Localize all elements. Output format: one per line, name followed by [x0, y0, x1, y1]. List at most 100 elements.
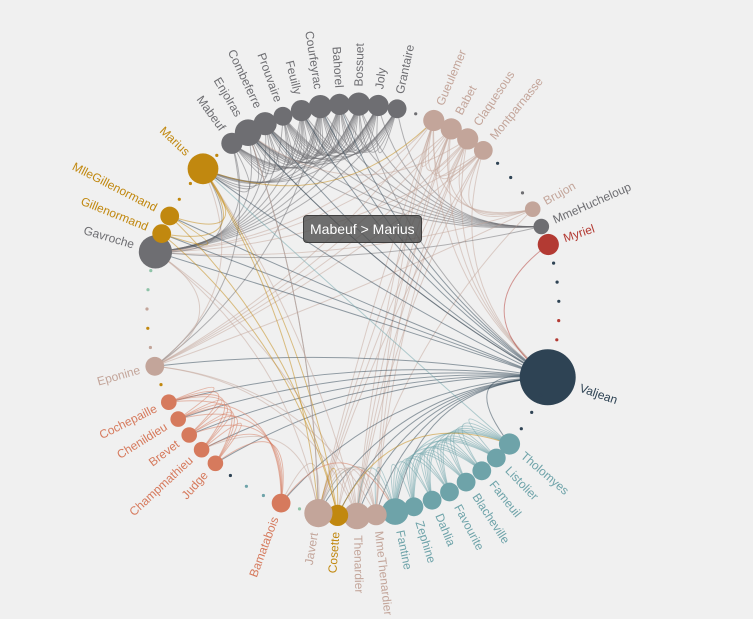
link-Babet-Javert	[317, 128, 452, 514]
links-group	[154, 103, 549, 517]
link-Montparnasse-Eponine	[154, 150, 484, 367]
node-thenardier[interactable]	[343, 502, 371, 530]
node-gueulemer[interactable]	[423, 109, 445, 132]
node-minor-29[interactable]	[530, 410, 534, 414]
node-montparnasse[interactable]	[473, 141, 493, 160]
node-minor-28[interactable]	[538, 393, 543, 397]
node-minor-66[interactable]	[215, 153, 219, 157]
node-brevet[interactable]	[181, 427, 197, 443]
link-Tholomyes-Fantine	[394, 431, 510, 512]
node-eponine[interactable]	[145, 356, 165, 376]
link-Valjean-MlleGillenormand	[169, 215, 548, 378]
link-Bamatabois-Champmathieu	[201, 433, 283, 504]
link-Valjean-Judge	[215, 376, 548, 464]
node-gillenormand[interactable]	[152, 224, 172, 244]
node-minor-46[interactable]	[244, 484, 248, 488]
link-Fameuil-Zephine	[412, 446, 483, 507]
node-minor-21[interactable]	[552, 261, 556, 265]
node-dahlia[interactable]	[422, 490, 442, 510]
node-minor-55[interactable]	[148, 345, 152, 350]
node-tholomyes[interactable]	[498, 433, 521, 455]
node-marius[interactable]	[187, 153, 219, 185]
node-minor-58[interactable]	[146, 288, 150, 292]
node-bahorel[interactable]	[328, 93, 351, 115]
node-zephine[interactable]	[404, 497, 424, 517]
label-feuilly: Feuilly	[283, 59, 305, 96]
node-cosette[interactable]	[327, 504, 349, 526]
link-Claquesous-Eponine	[154, 138, 469, 367]
link-Fantine-Thenardier	[356, 467, 396, 517]
link-Tholomyes-Dahlia	[429, 429, 510, 501]
node-javert[interactable]	[304, 498, 333, 528]
node-gavroche[interactable]	[138, 235, 172, 269]
hover-tooltip: Mabeuf > Marius	[303, 215, 422, 243]
node-courfeyrac[interactable]	[308, 95, 332, 119]
node-mllegillenormand[interactable]	[160, 206, 180, 226]
link-Javert-Champmathieu	[201, 435, 319, 514]
node-minor-64[interactable]	[188, 181, 192, 186]
node-bossuet[interactable]	[347, 92, 371, 116]
link-Tholomyes-Listolier	[468, 418, 510, 459]
link-Tholomyes-Marius	[202, 168, 510, 445]
link-Claquesous-Montparnasse	[446, 138, 484, 183]
node-valjean[interactable]	[519, 349, 576, 406]
link-Babet-Eponine	[154, 128, 452, 367]
node-minor-30[interactable]	[519, 427, 523, 431]
node-minor-10[interactable]	[414, 112, 418, 116]
node-minor-25[interactable]	[555, 338, 559, 342]
link-Fantine-MmeThenardier	[374, 466, 396, 515]
node-mmethenardier[interactable]	[365, 504, 387, 526]
link-Courfeyrac-Grantaire	[319, 106, 398, 154]
node-blacheville[interactable]	[456, 472, 476, 492]
link-Enjolras-Prouvaire	[247, 116, 290, 167]
node-grantaire[interactable]	[387, 99, 407, 119]
link-Judge-Champmathieu	[201, 422, 242, 464]
node-fantine[interactable]	[381, 498, 409, 525]
node-favourite[interactable]	[440, 482, 459, 502]
node-minor-53[interactable]	[159, 383, 163, 387]
node-bamatabois[interactable]	[271, 493, 291, 513]
link-Enjolras-Combeferre	[247, 123, 280, 170]
node-mmehucheloup[interactable]	[533, 218, 550, 235]
node-myriel[interactable]	[537, 233, 559, 256]
node-fameuil[interactable]	[472, 461, 492, 481]
node-minor-23[interactable]	[557, 299, 561, 303]
node-joly[interactable]	[367, 94, 389, 117]
node-minor-47[interactable]	[228, 473, 232, 478]
node-minor-59[interactable]	[149, 269, 153, 273]
link-Javert-Gavroche	[155, 251, 319, 514]
node-minor-15[interactable]	[496, 161, 500, 165]
node-minor-56[interactable]	[146, 326, 150, 330]
node-champmathieu[interactable]	[193, 441, 210, 458]
node-feuilly[interactable]	[290, 100, 312, 122]
node-listolier[interactable]	[486, 448, 506, 468]
label-courfeyrac: Courfeyrac	[302, 30, 325, 90]
link-Tholomyes-Zephine	[413, 431, 510, 507]
link-Valjean-Chenildieu	[178, 372, 548, 420]
node-minor-63[interactable]	[177, 197, 181, 201]
node-prouvaire[interactable]	[273, 106, 293, 126]
link-Valjean-Cochepaille	[168, 369, 548, 403]
node-minor-43[interactable]	[297, 507, 302, 511]
label-valjean: Valjean	[578, 381, 620, 407]
node-cochepaille[interactable]	[161, 394, 177, 411]
link-Valjean-Combeferre	[264, 123, 548, 378]
node-chenildieu[interactable]	[170, 411, 186, 427]
node-babet[interactable]	[440, 118, 462, 140]
link-Blacheville-Fantine	[394, 453, 467, 512]
node-combeferre[interactable]	[253, 112, 277, 136]
node-minor-16[interactable]	[509, 175, 513, 180]
link-Listolier-Zephine	[413, 439, 497, 507]
node-minor-24[interactable]	[557, 319, 561, 323]
node-minor-45[interactable]	[261, 493, 265, 498]
link-Bamatabois-Fantine	[280, 462, 396, 512]
node-minor-57[interactable]	[145, 307, 149, 311]
label-bamatabois: Bamatabois	[246, 515, 281, 579]
node-minor-17[interactable]	[520, 191, 525, 195]
node-minor-22[interactable]	[555, 280, 559, 284]
node-claquesous[interactable]	[457, 128, 479, 150]
link-Joly-Gavroche	[155, 105, 379, 253]
node-brujon[interactable]	[524, 201, 541, 217]
node-judge[interactable]	[207, 455, 224, 472]
